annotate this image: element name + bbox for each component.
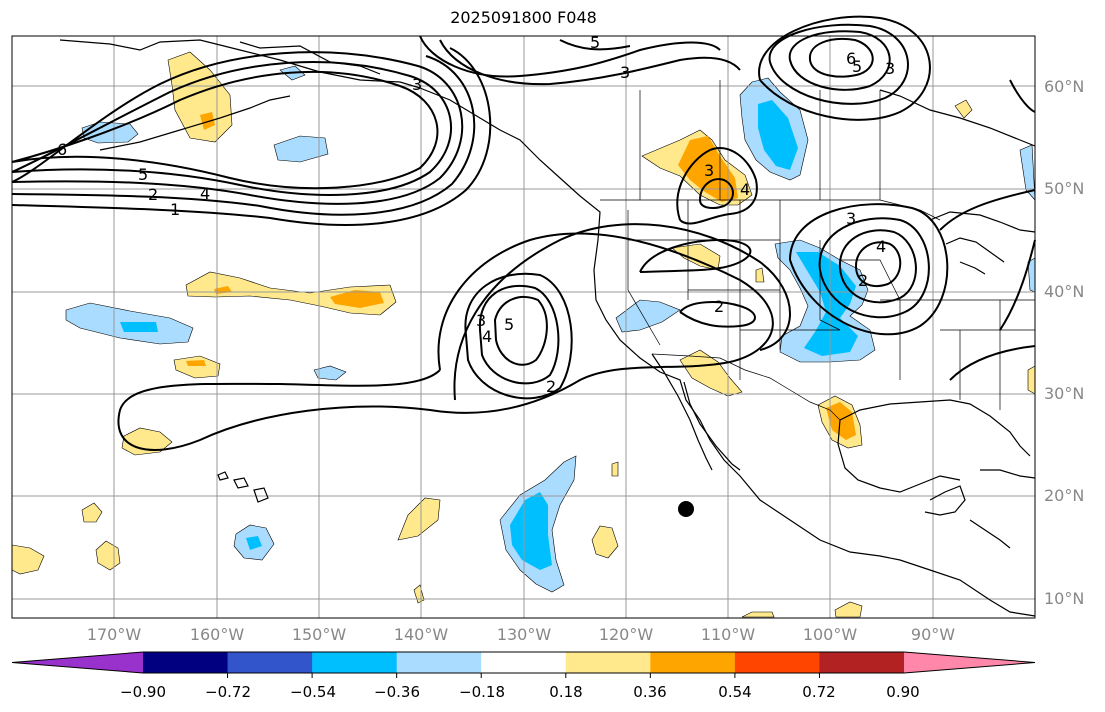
contour-label: 4	[876, 237, 886, 256]
contour-labels: 6 5 4 2 1 3 5 6 3 5 4 3 4 3 5 3 4 3 2 2 …	[57, 33, 895, 396]
lat-label-40n: 40°N	[1044, 282, 1085, 301]
colorbar-segment	[565, 652, 651, 673]
lat-label-10n: 10°N	[1044, 589, 1085, 608]
positive-anomaly-area	[954, 99, 973, 119]
contour-label: 5	[504, 315, 514, 334]
lon-label-120w: 120°W	[598, 625, 654, 644]
colorbar-tick-label: −0.72	[205, 683, 251, 701]
contour-label: 3	[620, 63, 630, 82]
negative-anomaly-core	[510, 492, 552, 570]
negative-anomaly-area	[615, 299, 681, 333]
negative-anomaly-core	[246, 536, 262, 550]
positive-anomaly-area	[413, 584, 425, 604]
positive-anomaly-core	[330, 290, 384, 308]
positive-anomaly-area	[173, 355, 221, 379]
colorbar-segment	[819, 652, 905, 673]
colorbar-tick-label: −0.36	[374, 683, 420, 701]
contour-label: 2	[858, 271, 868, 290]
positive-anomaly-area	[834, 601, 863, 618]
colorbar-tick-label: 0.90	[886, 683, 920, 701]
contour-label: 3	[476, 311, 486, 330]
positive-anomaly-area	[679, 349, 743, 397]
positive-anomaly-area	[11, 544, 45, 575]
contour-label: 6	[57, 140, 67, 159]
negative-anomaly-area	[313, 365, 347, 381]
positive-anomaly-area	[1027, 365, 1036, 395]
positive-anomaly-area	[755, 267, 765, 283]
lon-label-150w: 150°W	[291, 625, 347, 644]
colorbar-segment	[904, 652, 1035, 673]
contour-label: 3	[885, 59, 895, 78]
colorbar-tick-label: 0.54	[718, 683, 752, 701]
geopotential-contours	[11, 15, 1036, 451]
colorbar-segment	[650, 652, 736, 673]
contour-label: 5	[138, 165, 148, 184]
colorbar-tick-label: 0.72	[802, 683, 836, 701]
contour-label: 3	[846, 209, 856, 228]
contour-label: 4	[482, 327, 492, 346]
lon-label-170w: 170°W	[86, 625, 142, 644]
map-frame	[11, 35, 1036, 619]
positive-anomaly-core	[186, 360, 206, 366]
anomaly-fills	[11, 51, 1036, 618]
colorbar-segment	[734, 652, 820, 673]
colorbar-tick-label: −0.90	[120, 683, 166, 701]
contour-label: 4	[200, 184, 210, 203]
coastlines	[59, 39, 1036, 617]
contour-label: 4	[740, 180, 750, 199]
positive-anomaly-area	[81, 502, 103, 523]
colorbar	[11, 651, 1036, 678]
map-title: 2025091800 F048	[450, 8, 597, 27]
lon-label-140w: 140°W	[393, 625, 449, 644]
colorbar-tick-label: 0.36	[633, 683, 667, 701]
negative-anomaly-core	[758, 100, 798, 170]
colorbar-segment	[481, 652, 567, 673]
colorbar-tick-label: −0.18	[459, 683, 505, 701]
colorbar-segment	[312, 652, 398, 673]
lon-label-100w: 100°W	[802, 625, 858, 644]
positive-anomaly-area	[95, 540, 121, 571]
contour-label: 5	[852, 57, 862, 76]
lat-label-60n: 60°N	[1044, 77, 1085, 96]
positive-anomaly-area	[397, 497, 441, 541]
colorbar-outline	[11, 651, 1036, 674]
contour-label: 2	[148, 185, 158, 204]
lat-label-50n: 50°N	[1044, 179, 1085, 198]
lat-label-20n: 20°N	[1044, 486, 1085, 505]
positive-anomaly-area	[741, 611, 775, 618]
positive-anomaly-core	[826, 402, 856, 440]
colorbar-segment	[396, 652, 482, 673]
contour-label: 2	[546, 377, 556, 396]
positive-anomaly-area	[591, 525, 619, 559]
colorbar-segment	[12, 652, 143, 673]
positive-anomaly-core	[200, 112, 215, 130]
negative-anomaly-area	[273, 135, 329, 163]
lon-label-130w: 130°W	[496, 625, 552, 644]
positive-anomaly-area	[167, 51, 233, 143]
contour-label: 5	[590, 33, 600, 52]
positive-anomaly-area	[121, 427, 173, 456]
contour-label: 6	[846, 49, 856, 68]
lon-label-160w: 160°W	[189, 625, 245, 644]
contour-label: 3	[412, 75, 422, 94]
positive-anomaly-core	[678, 136, 738, 202]
lat-label-30n: 30°N	[1044, 384, 1085, 403]
colorbar-segment	[143, 652, 229, 673]
contour-label: 2	[714, 297, 724, 316]
contour-label: 1	[170, 200, 180, 219]
political-borders	[600, 80, 1035, 421]
lon-label-110w: 110°W	[700, 625, 756, 644]
colorbar-tick-label: −0.54	[290, 683, 336, 701]
colorbar-tick-label: 0.18	[549, 683, 583, 701]
lon-label-90w: 90°W	[910, 625, 956, 644]
map-area: 6 5 4 2 1 3 5 6 3 5 4 3 4 3 5 3 4 3 2 2 …	[11, 15, 1036, 619]
contour-label: 3	[704, 161, 714, 180]
negative-anomaly-core	[120, 322, 158, 332]
colorbar-segment	[227, 652, 313, 673]
positive-anomaly-area	[611, 461, 619, 477]
location-marker	[678, 501, 694, 517]
